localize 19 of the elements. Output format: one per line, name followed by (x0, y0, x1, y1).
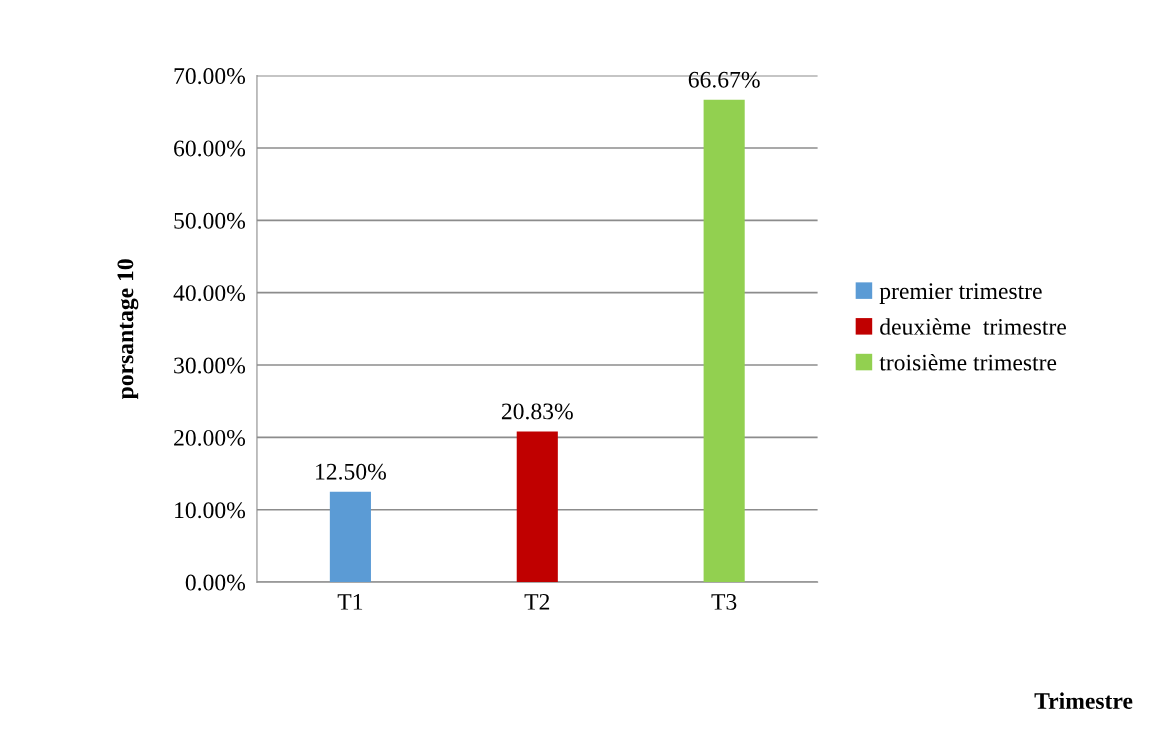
y-axis-title: porsantage 10 (117, 259, 139, 400)
legend-label: troisième trimestre (879, 353, 1057, 371)
legend-label: premier trimestre (879, 283, 1042, 304)
y-tick-label: 70.00% (174, 68, 246, 85)
y-tick-label: 40.00% (173, 285, 246, 302)
x-tick-label: T3 (711, 593, 737, 610)
text: Trimestre (1034, 692, 1133, 709)
data-label: 12.50% (316, 463, 386, 480)
y-tick-label: 50.00% (174, 212, 246, 229)
y-tick-label: 30.00% (174, 357, 246, 374)
data-label: 20.83% (501, 403, 573, 420)
legend-label: deuxième trimestre (880, 318, 1066, 335)
y-tick-label: 60.00% (174, 140, 246, 157)
x-tick-label: T2 (524, 593, 550, 610)
y-tick-label: 0.00% (185, 574, 246, 591)
data-label: 66.67% (688, 71, 760, 88)
y-tick-label: 20.00% (174, 429, 246, 446)
x-tick-label: T1 (337, 594, 363, 610)
y-tick-label: 10.00% (175, 502, 246, 519)
